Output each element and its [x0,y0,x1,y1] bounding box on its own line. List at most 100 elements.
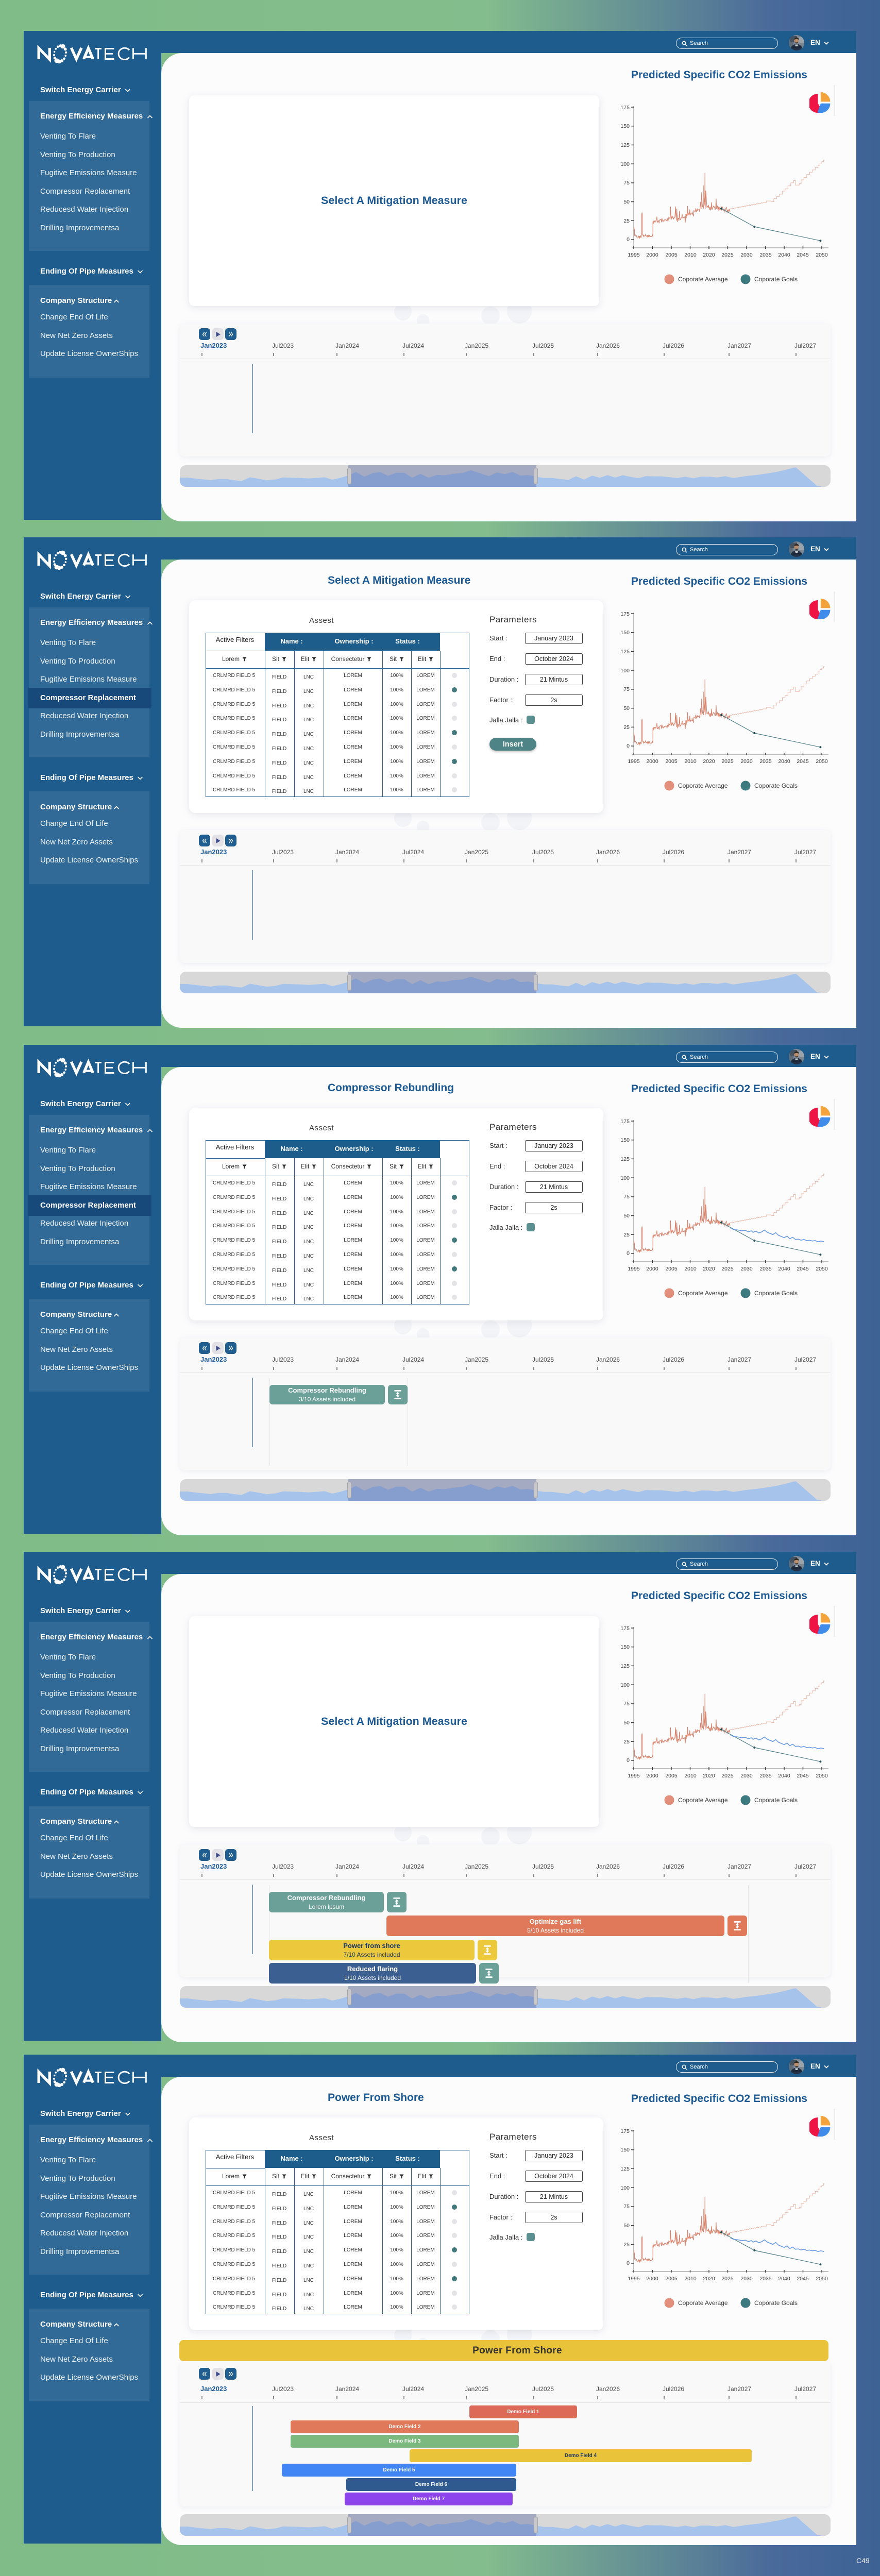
svg-text:100: 100 [620,1682,630,1688]
svg-text:0: 0 [627,1250,630,1257]
svg-text:Coporate Goals: Coporate Goals [754,1797,798,1804]
svg-text:2030: 2030 [740,2276,753,2282]
svg-text:2025: 2025 [721,2276,734,2282]
svg-text:75: 75 [623,180,630,186]
svg-text:175: 175 [620,1625,630,1632]
svg-text:2050: 2050 [816,2276,828,2282]
svg-text:1995: 1995 [628,758,640,765]
svg-text:2010: 2010 [684,1773,697,1779]
svg-text:1995: 1995 [628,1773,640,1779]
svg-text:100: 100 [620,161,630,167]
svg-text:1995: 1995 [628,252,640,258]
svg-text:125: 125 [620,649,630,655]
svg-text:100: 100 [620,668,630,674]
svg-text:50: 50 [623,1720,630,1726]
svg-text:125: 125 [620,142,630,148]
svg-text:2045: 2045 [797,252,809,258]
svg-text:2010: 2010 [684,2276,697,2282]
svg-text:2030: 2030 [740,1773,753,1779]
svg-text:75: 75 [623,2204,630,2210]
svg-text:Coporate Goals: Coporate Goals [754,1290,798,1297]
svg-text:50: 50 [623,705,630,711]
svg-text:150: 150 [620,630,630,636]
svg-text:25: 25 [623,1739,630,1745]
svg-text:2025: 2025 [721,1266,734,1272]
svg-text:0: 0 [627,236,630,243]
svg-text:2005: 2005 [665,1773,678,1779]
svg-text:2000: 2000 [646,1773,658,1779]
svg-text:0: 0 [627,2260,630,2266]
svg-text:2035: 2035 [759,252,772,258]
svg-text:2010: 2010 [684,758,697,765]
svg-text:Coporate Average: Coporate Average [678,782,728,789]
svg-text:25: 25 [623,1232,630,1238]
svg-text:2040: 2040 [778,1266,790,1272]
svg-text:0: 0 [627,743,630,749]
svg-text:75: 75 [623,686,630,692]
svg-text:175: 175 [620,1118,630,1125]
svg-text:150: 150 [620,123,630,129]
svg-text:2005: 2005 [665,758,678,765]
svg-text:Coporate Average: Coporate Average [678,2299,728,2307]
svg-text:2035: 2035 [759,2276,772,2282]
svg-text:Coporate Goals: Coporate Goals [754,276,798,283]
svg-text:2025: 2025 [721,1773,734,1779]
svg-text:150: 150 [620,2147,630,2153]
svg-text:2045: 2045 [797,1773,809,1779]
svg-text:0: 0 [627,1757,630,1764]
svg-text:25: 25 [623,2242,630,2248]
svg-text:2010: 2010 [684,252,697,258]
svg-text:75: 75 [623,1701,630,1707]
svg-text:175: 175 [620,2128,630,2134]
svg-text:2030: 2030 [740,252,753,258]
svg-text:Coporate Average: Coporate Average [678,276,728,283]
svg-text:2030: 2030 [740,758,753,765]
svg-text:175: 175 [620,611,630,617]
svg-text:2030: 2030 [740,1266,753,1272]
svg-text:2050: 2050 [816,1773,828,1779]
svg-text:2035: 2035 [759,758,772,765]
svg-text:2020: 2020 [703,2276,715,2282]
svg-text:2040: 2040 [778,2276,790,2282]
svg-text:75: 75 [623,1194,630,1200]
svg-text:Coporate Goals: Coporate Goals [754,2299,798,2307]
svg-text:2025: 2025 [721,252,734,258]
svg-text:2050: 2050 [816,758,828,765]
svg-text:2005: 2005 [665,1266,678,1272]
svg-text:2035: 2035 [759,1773,772,1779]
svg-text:1995: 1995 [628,2276,640,2282]
svg-text:2050: 2050 [816,252,828,258]
svg-text:2040: 2040 [778,1773,790,1779]
svg-text:25: 25 [623,724,630,731]
svg-text:2000: 2000 [646,252,658,258]
svg-text:2020: 2020 [703,1266,715,1272]
svg-text:2050: 2050 [816,1266,828,1272]
svg-text:100: 100 [620,2185,630,2191]
svg-text:1995: 1995 [628,1266,640,1272]
svg-text:2005: 2005 [665,2276,678,2282]
svg-text:2005: 2005 [665,252,678,258]
svg-text:125: 125 [620,2166,630,2172]
svg-text:100: 100 [620,1175,630,1181]
svg-text:2025: 2025 [721,758,734,765]
svg-text:125: 125 [620,1156,630,1162]
svg-text:2040: 2040 [778,758,790,765]
svg-text:175: 175 [620,105,630,111]
svg-text:25: 25 [623,218,630,224]
svg-text:Coporate Average: Coporate Average [678,1797,728,1804]
svg-text:50: 50 [623,2223,630,2229]
svg-text:2040: 2040 [778,252,790,258]
svg-text:2000: 2000 [646,758,658,765]
svg-text:Coporate Average: Coporate Average [678,1290,728,1297]
svg-text:125: 125 [620,1663,630,1669]
svg-text:150: 150 [620,1137,630,1143]
svg-text:2035: 2035 [759,1266,772,1272]
svg-text:2045: 2045 [797,1266,809,1272]
svg-text:2045: 2045 [797,2276,809,2282]
svg-text:Coporate Goals: Coporate Goals [754,782,798,789]
svg-text:2000: 2000 [646,2276,658,2282]
svg-text:2020: 2020 [703,1773,715,1779]
svg-text:2020: 2020 [703,252,715,258]
svg-text:2000: 2000 [646,1266,658,1272]
svg-text:2045: 2045 [797,758,809,765]
